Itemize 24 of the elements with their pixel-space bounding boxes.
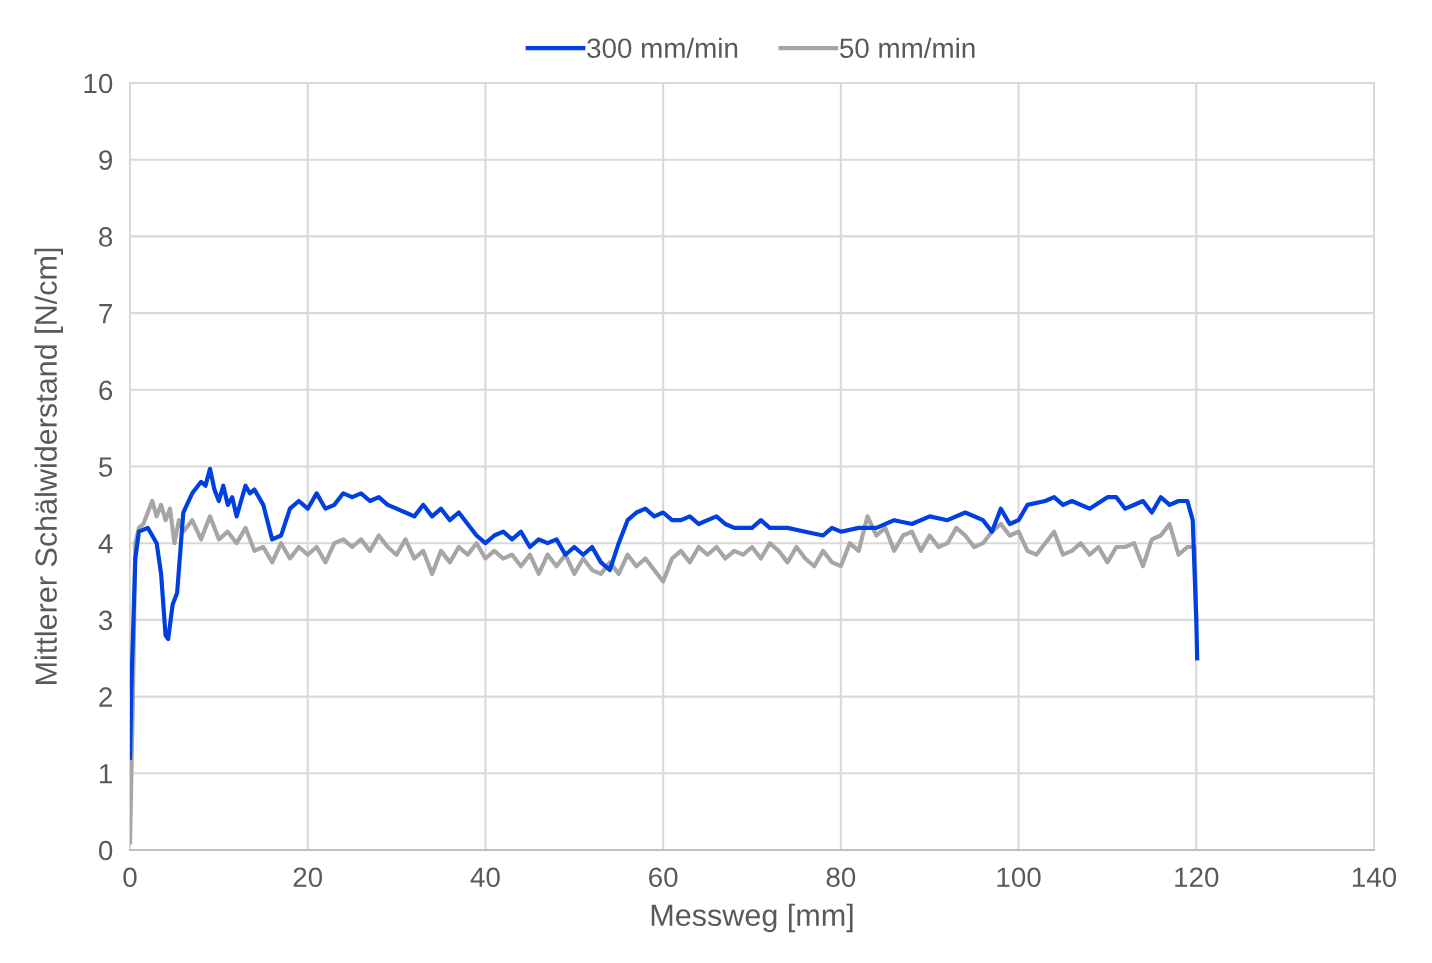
y-tick-label: 4 xyxy=(98,534,113,554)
x-tick-label: 60 xyxy=(649,867,678,888)
x-tick-label: 20 xyxy=(293,867,323,888)
legend-label: 50 mm/min xyxy=(840,37,975,59)
x-tick-label: 100 xyxy=(997,867,1041,888)
y-tick-label: 8 xyxy=(99,227,113,247)
x-axis-title: Messweg [mm] xyxy=(651,903,853,933)
y-tick-label: 1 xyxy=(100,764,112,784)
x-tick-label: 40 xyxy=(470,867,500,888)
y-tick-label: 6 xyxy=(99,380,113,401)
y-tick-label: 7 xyxy=(99,304,112,324)
x-tick-label: 80 xyxy=(826,867,856,888)
y-tick-label: 3 xyxy=(98,610,113,631)
y-tick-label: 0 xyxy=(98,840,113,861)
y-tick-label: 5 xyxy=(99,457,113,477)
line-series xyxy=(130,466,1200,761)
y-tick-label: 10 xyxy=(84,73,113,94)
y-axis-title: Mittlerer Schälwiderstand [N/cm] xyxy=(34,248,63,684)
legend-label: 300 mm/min xyxy=(587,37,738,59)
y-tick-label: 9 xyxy=(99,150,113,171)
x-tick-label: 120 xyxy=(1175,867,1219,888)
x-tick-label: 0 xyxy=(123,867,137,888)
y-tick-label: 2 xyxy=(99,687,112,707)
x-tick-label: 140 xyxy=(1352,867,1397,888)
